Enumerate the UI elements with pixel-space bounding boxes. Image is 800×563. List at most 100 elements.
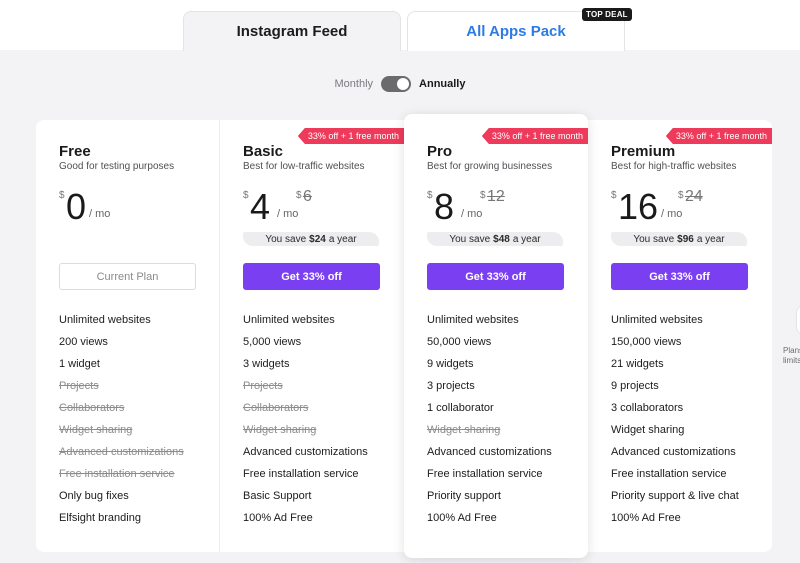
feature-item: 9 widgets [427,358,474,370]
price-period: / mo [89,208,111,220]
billing-period-switch[interactable] [381,76,412,92]
feature-item: Advanced customizations [243,446,368,458]
feature-item: Advanced customizations [611,446,736,458]
price-amount: 16 [618,186,659,227]
feature-item: 1 widget [59,358,100,370]
savings-amount: $96 [677,233,694,245]
plan-card-free: Free Good for testing purposes $ 0 / mo … [36,120,220,552]
savings-amount: $48 [493,233,510,245]
feature-item-unavailable: Widget sharing [59,424,133,436]
feature-item: Free installation service [243,468,359,480]
get-discount-button[interactable]: Get 33% off [243,263,380,290]
feature-item: 200 views [59,336,108,348]
plan-name: Premium [611,143,676,160]
savings-suffix: a year [512,233,541,245]
column-divider [219,120,220,552]
price-period: / mo [461,208,483,220]
plan-card-pro: 33% off + 1 free month Pro Best for grow… [404,114,588,558]
plan-card-premium: 33% off + 1 free month Premium Best for … [588,120,772,552]
tab-instagram-feed[interactable]: Instagram Feed [183,11,401,51]
feature-item: Priority support [427,490,501,502]
switch-knob [397,78,410,90]
feature-item: Unlimited websites [59,314,151,326]
feature-item: Free installation service [611,468,727,480]
feature-item-unavailable: Projects [243,380,283,392]
feature-item: Priority support & live chat [611,490,739,502]
savings-note: You save $96 a year [611,232,747,246]
feature-item-unavailable: Free installation service [59,468,175,480]
feature-list: Unlimited websites 50,000 views 9 widget… [427,313,552,533]
discount-ribbon: 33% off + 1 free month [297,128,404,144]
feature-item: Basic Support [243,490,312,502]
feature-item-unavailable: Collaborators [243,402,309,414]
savings-prefix: You save [265,233,307,245]
discount-ribbon: 33% off + 1 free month [481,128,588,144]
get-discount-button[interactable]: Get 33% off [427,263,564,290]
feature-item: 50,000 views [427,336,492,348]
edge-line-2: limits [783,356,800,365]
feature-item: Unlimited websites [427,314,519,326]
plan-description: Best for low-traffic websites [243,161,365,172]
scroll-arrow-button[interactable] [796,305,800,335]
feature-item: Unlimited websites [243,314,335,326]
billing-toggle-row: Monthly Annually [0,74,800,94]
currency-symbol: $ [611,190,617,201]
feature-item: 100% Ad Free [611,512,681,524]
feature-item: 150,000 views [611,336,682,348]
currency-symbol: $ [59,190,65,201]
feature-item: 3 projects [427,380,475,392]
feature-item: Widget sharing [611,424,685,436]
feature-item: 21 widgets [611,358,664,370]
plan-description: Best for growing businesses [427,161,553,172]
savings-suffix: a year [696,233,725,245]
feature-item-unavailable: Widget sharing [243,424,317,436]
plan-name: Basic [243,143,284,160]
old-currency-symbol: $ [678,190,684,201]
plans-limits-text: Planslimits [783,346,800,366]
annually-label[interactable]: Annually [419,78,466,90]
monthly-label[interactable]: Monthly [334,78,374,90]
feature-item-unavailable: Projects [59,380,99,392]
savings-note: You save $48 a year [427,232,563,246]
plan-name: Pro [427,143,453,160]
feature-item: Unlimited websites [611,314,703,326]
price-amount: 0 [66,186,87,227]
savings-note: You save $24 a year [243,232,379,246]
feature-item: 9 projects [611,380,659,392]
feature-item: 1 collaborator [427,402,494,414]
old-price: 24 [685,188,703,205]
get-discount-button[interactable]: Get 33% off [611,263,748,290]
feature-item: 3 collaborators [611,402,684,414]
feature-item: 100% Ad Free [243,512,313,524]
discount-ribbon: 33% off + 1 free month [665,128,772,144]
feature-item-unavailable: Collaborators [59,402,125,414]
currency-symbol: $ [243,190,249,201]
old-currency-symbol: $ [480,190,486,201]
currency-symbol: $ [427,190,433,201]
feature-item: Free installation service [427,468,543,480]
price-period: / mo [661,208,683,220]
price-amount: 8 [434,186,455,227]
plan-description: Best for high-traffic websites [611,161,737,172]
plan-name: Free [59,143,91,160]
feature-item: 100% Ad Free [427,512,497,524]
feature-list: Unlimited websites 150,000 views 21 widg… [611,313,739,533]
price-period: / mo [277,208,299,220]
feature-list: Unlimited websites 200 views 1 widget Pr… [59,313,184,533]
feature-item-unavailable: Advanced customizations [59,446,184,458]
feature-item: 5,000 views [243,336,302,348]
feature-item-unavailable: Widget sharing [427,424,501,436]
edge-line-1: Plans [783,346,800,355]
feature-item: 3 widgets [243,358,290,370]
current-plan-button[interactable]: Current Plan [59,263,196,290]
price-amount: 4 [250,186,271,227]
savings-prefix: You save [449,233,491,245]
savings-suffix: a year [328,233,357,245]
old-currency-symbol: $ [296,190,302,201]
top-deal-badge: TOP DEAL [582,8,632,21]
feature-item: Advanced customizations [427,446,552,458]
savings-amount: $24 [309,233,326,245]
old-price: 12 [487,188,505,205]
old-price: 6 [303,188,312,205]
feature-list: Unlimited websites 5,000 views 3 widgets… [243,313,368,533]
